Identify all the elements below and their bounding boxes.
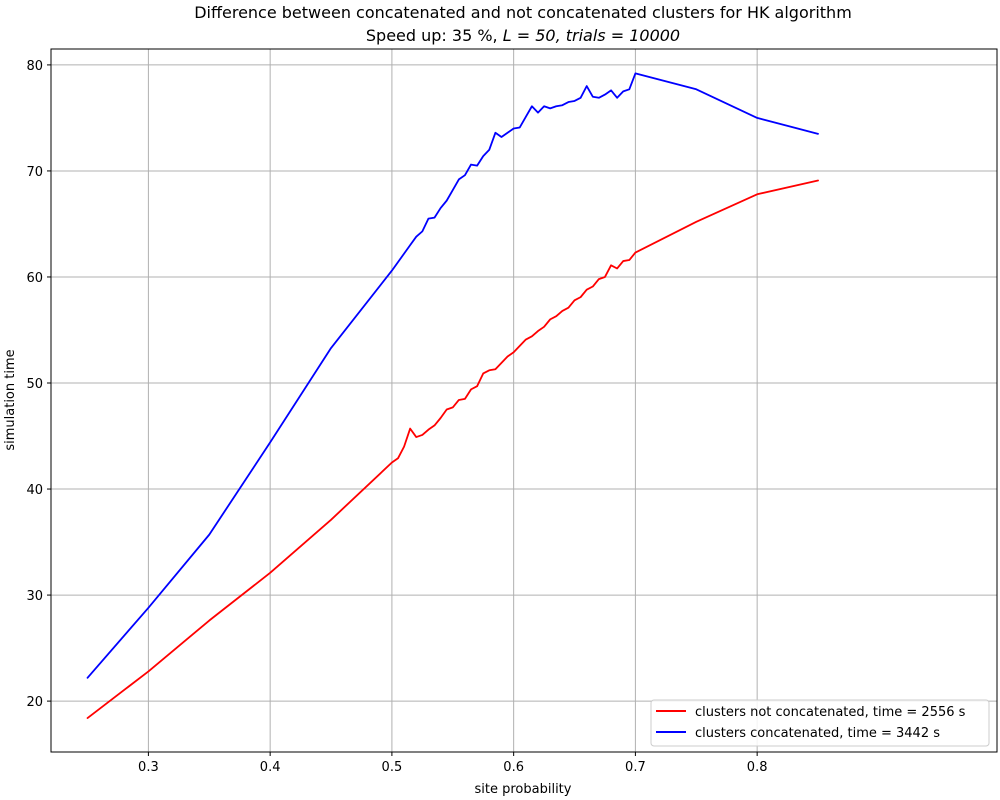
chart-subtitle-math: L = 50, trials = 10000 bbox=[503, 26, 680, 45]
chart-subtitle: Speed up: 35 %, L = 50, trials = 10000 bbox=[366, 26, 680, 45]
y-tick-label: 50 bbox=[26, 377, 43, 392]
legend-label-concatenated: clusters concatenated, time = 3442 s bbox=[695, 726, 940, 741]
x-tick-label: 0.7 bbox=[625, 760, 646, 775]
y-tick-label: 60 bbox=[26, 271, 43, 286]
legend-box bbox=[650, 699, 990, 747]
x-axis-label: site probability bbox=[475, 782, 572, 797]
x-tick-label: 0.3 bbox=[138, 760, 159, 775]
plot-area-frame bbox=[50, 48, 998, 753]
y-tick-label: 40 bbox=[26, 483, 43, 498]
x-tick-label: 0.8 bbox=[747, 760, 768, 775]
y-axis-label: simulation time bbox=[3, 349, 18, 450]
series-line-not-concatenated bbox=[86, 179, 819, 719]
x-tick-label: 0.5 bbox=[382, 760, 403, 775]
legend: clusters not concatenated, time = 2556 s… bbox=[650, 699, 990, 747]
legend-label-not-concatenated: clusters not concatenated, time = 2556 s bbox=[695, 705, 966, 720]
y-tick-label: 30 bbox=[26, 589, 43, 604]
y-tick-label: 80 bbox=[26, 59, 43, 74]
y-tick-label: 70 bbox=[26, 165, 43, 180]
series-line-concatenated bbox=[86, 72, 819, 679]
chart-subtitle-prefix: Speed up: 35 %, bbox=[366, 26, 503, 45]
axis-ticks: 0.3 0.4 0.5 0.6 0.7 0.8 20 30 40 50 60 70 80 bbox=[26, 59, 767, 775]
grid-lines bbox=[51, 49, 997, 752]
chart-title: Difference between concatenated and not … bbox=[194, 3, 852, 22]
x-tick-label: 0.4 bbox=[260, 760, 281, 775]
series-lines bbox=[86, 72, 819, 719]
x-tick-label: 0.6 bbox=[503, 760, 524, 775]
y-tick-label: 20 bbox=[26, 695, 43, 710]
